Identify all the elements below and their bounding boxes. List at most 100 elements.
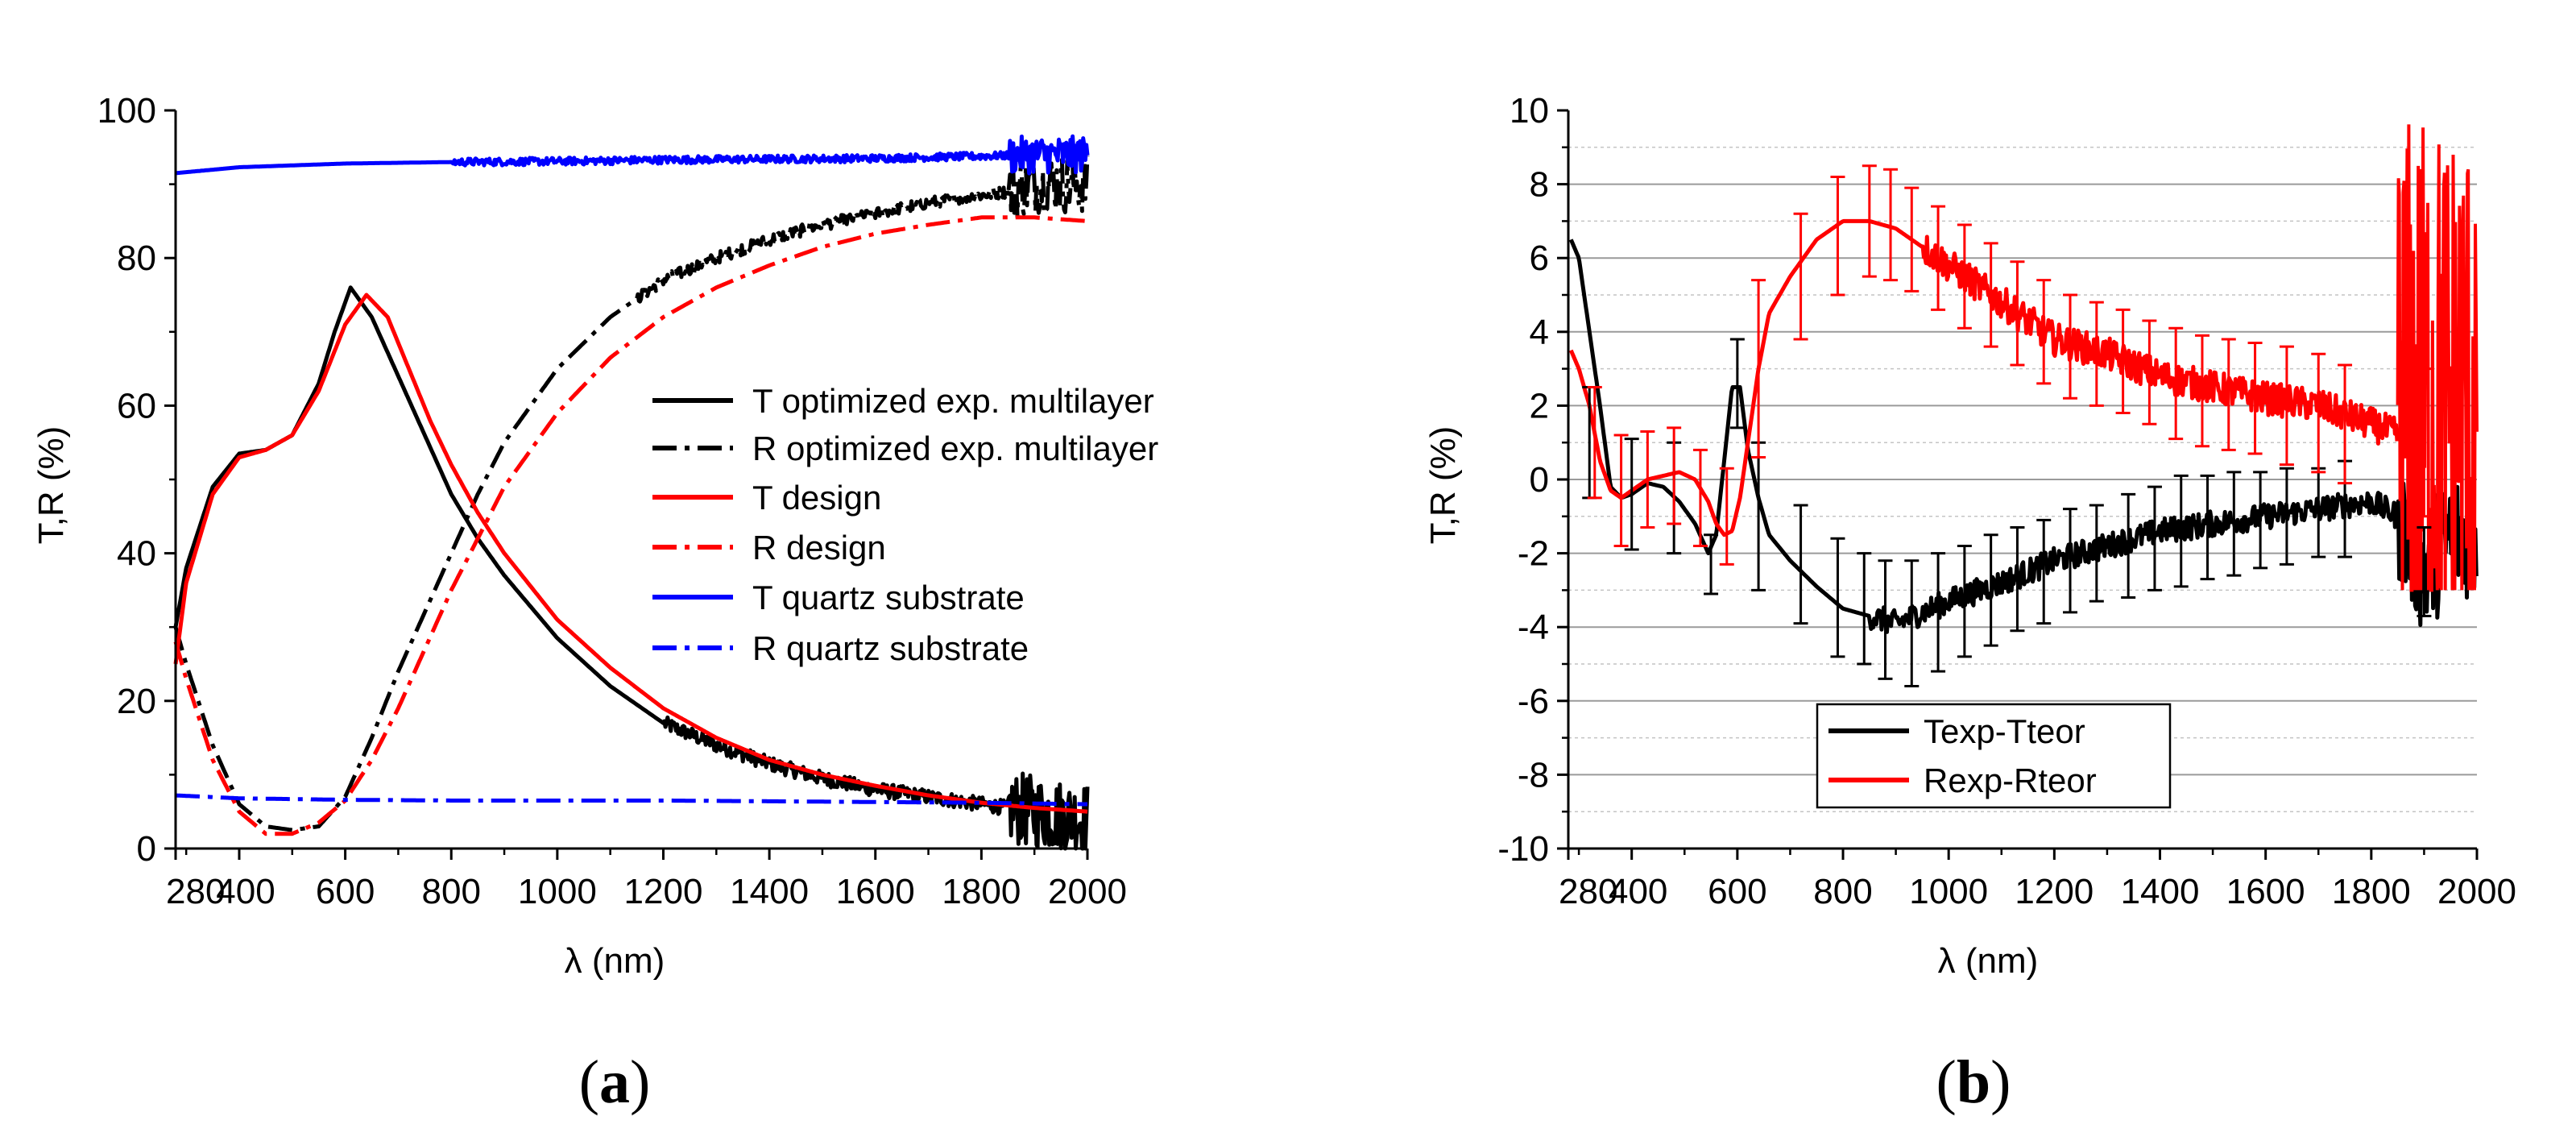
chart-a-axes bbox=[164, 109, 1089, 860]
x-tick-label-b-2: 600 bbox=[1708, 872, 1766, 911]
chart-a-y-tick-labels: 0 20 40 60 80 100 bbox=[97, 91, 156, 869]
series-a-4 bbox=[174, 134, 1090, 176]
error-bar-Texp-Tteor-9 bbox=[1878, 559, 1893, 680]
legend-b-label-0: Texp-Tteor bbox=[1924, 712, 2085, 750]
error-bar-Texp-Tteor-15 bbox=[2036, 518, 2052, 625]
legend-a-label-4: T quartz substrate bbox=[752, 579, 1025, 616]
error-bar-Texp-Tteor-10 bbox=[1904, 559, 1920, 687]
error-bar-Rexp-Rteor-5 bbox=[1719, 467, 1734, 566]
panel-label-b-close: ) bbox=[1990, 1048, 2011, 1116]
series-b-0 bbox=[1568, 239, 2479, 634]
y-tick-label-a-2: 40 bbox=[117, 534, 156, 574]
error-bar-Rexp-Rteor-22 bbox=[2194, 334, 2209, 448]
error-bar-Rexp-Rteor-12 bbox=[1931, 205, 1946, 311]
error-bar-Rexp-Rteor-11 bbox=[1904, 186, 1920, 293]
error-bar-Texp-Tteor-22 bbox=[2226, 471, 2242, 577]
x-tick-label-b-6: 1400 bbox=[2121, 872, 2200, 911]
series-a-0 bbox=[173, 285, 1090, 851]
error-bar-Rexp-Rteor-6 bbox=[1751, 279, 1766, 459]
panel-label-a: (a) bbox=[579, 1048, 651, 1116]
x-tick-label-b-4: 1000 bbox=[1909, 872, 1988, 911]
error-bar-Texp-Tteor-7 bbox=[1830, 537, 1845, 658]
y-tick-label-b-0: -10 bbox=[1497, 829, 1549, 869]
series-b-1 bbox=[1568, 218, 2400, 537]
x-tick-label-b-5: 1200 bbox=[2015, 872, 2094, 911]
error-bar-Rexp-Rteor-13 bbox=[1957, 223, 1972, 330]
error-bar-Texp-Tteor-13 bbox=[1983, 533, 1998, 647]
error-bar-Rexp-Rteor-28 bbox=[2417, 367, 2432, 518]
x-tick-label-a-4: 1000 bbox=[518, 872, 597, 911]
y-tick-label-a-0: 0 bbox=[137, 829, 156, 869]
error-bar-Rexp-Rteor-17 bbox=[2063, 293, 2078, 400]
panel-label-b-letter: b bbox=[1957, 1048, 1990, 1116]
chart-a-x-axis-title: λ (nm) bbox=[565, 941, 665, 981]
x-tick-label-a-1: 400 bbox=[216, 872, 275, 911]
y-tick-label-b-1: -8 bbox=[1518, 755, 1549, 795]
chart-b-y-axis-title: T,R (%) bbox=[1423, 426, 1463, 545]
x-tick-label-b-9: 2000 bbox=[2437, 872, 2516, 911]
x-tick-label-b-0: 280 bbox=[1559, 872, 1617, 911]
legend-a-label-1: R optimized exp. multilayer bbox=[752, 429, 1158, 467]
chart-a-plot-area bbox=[173, 134, 1090, 851]
x-tick-label-a-7: 1600 bbox=[836, 872, 915, 911]
panel-label-b-open: ( bbox=[1936, 1048, 1957, 1116]
error-bar-Texp-Tteor-23 bbox=[2253, 471, 2268, 570]
y-tick-label-b-5: 0 bbox=[1530, 460, 1549, 500]
legend-a-label-5: R quartz substrate bbox=[752, 629, 1029, 667]
legend-b-box bbox=[1816, 703, 2172, 809]
y-tick-label-b-10: 10 bbox=[1510, 91, 1549, 131]
series-a-2 bbox=[173, 293, 1089, 814]
error-bar-Texp-Tteor-3 bbox=[1704, 533, 1719, 595]
error-bar-Texp-Tteor-14 bbox=[2010, 526, 2025, 633]
y-tick-label-a-1: 20 bbox=[117, 682, 156, 721]
y-tick-label-a-4: 80 bbox=[117, 239, 156, 278]
error-bar-Rexp-Rteor-19 bbox=[2115, 308, 2131, 415]
error-bar-Rexp-Rteor-20 bbox=[2142, 319, 2157, 425]
series-a-1 bbox=[173, 155, 1090, 832]
chart-b-gridlines bbox=[1568, 147, 2477, 812]
error-bar-Texp-Tteor-21 bbox=[2200, 474, 2215, 581]
legend-a-label-2: T design bbox=[752, 479, 881, 517]
legend-a-label-0: T optimized exp. multilayer bbox=[752, 382, 1154, 420]
x-tick-label-b-7: 1600 bbox=[2226, 872, 2305, 911]
error-bar-Rexp-Rteor-24 bbox=[2247, 342, 2263, 455]
error-bar-Texp-Tteor-16 bbox=[2063, 508, 2078, 614]
chart-a-y-axis-title: T,R (%) bbox=[31, 426, 71, 545]
chart-a-legend: T optimized exp. multilayer R optimized … bbox=[652, 382, 1158, 667]
error-bar-Texp-Tteor-8 bbox=[1857, 552, 1872, 666]
y-tick-label-b-6: 2 bbox=[1530, 386, 1549, 425]
error-bar-Rexp-Rteor-15 bbox=[2010, 260, 2025, 367]
y-tick-label-b-7: 4 bbox=[1530, 313, 1549, 352]
chart-b-legend: Texp-Tteor Rexp-Rteor bbox=[1816, 703, 2172, 809]
error-bar-Rexp-Rteor-16 bbox=[2036, 279, 2052, 385]
error-bar-Rexp-Rteor-4 bbox=[1692, 448, 1708, 547]
series-b-1-tail bbox=[2396, 124, 2479, 592]
error-bar-Rexp-Rteor-26 bbox=[2311, 352, 2326, 474]
x-tick-label-b-8: 1800 bbox=[2332, 872, 2411, 911]
error-bar-Rexp-Rteor-18 bbox=[2089, 301, 2104, 407]
error-bar-Texp-Tteor-20 bbox=[2173, 474, 2189, 588]
y-tick-label-a-5: 100 bbox=[97, 91, 156, 131]
y-tick-label-a-3: 60 bbox=[117, 386, 156, 425]
error-bar-Texp-Tteor-1 bbox=[1624, 438, 1639, 551]
y-tick-label-b-8: 6 bbox=[1530, 239, 1549, 278]
x-tick-label-b-3: 800 bbox=[1813, 872, 1872, 911]
x-tick-label-a-9: 2000 bbox=[1048, 872, 1127, 911]
chart-b-x-axis-title: λ (nm) bbox=[1938, 941, 2039, 981]
error-bar-Texp-Tteor-18 bbox=[2121, 492, 2136, 600]
panel-label-a-close: ) bbox=[630, 1048, 650, 1116]
series-a-5 bbox=[174, 793, 1089, 807]
error-bar-Rexp-Rteor-7 bbox=[1793, 212, 1808, 341]
x-tick-label-b-1: 400 bbox=[1609, 872, 1667, 911]
error-bar-Rexp-Rteor-14 bbox=[1983, 242, 1998, 348]
x-tick-label-a-6: 1400 bbox=[730, 872, 809, 911]
error-bar-Rexp-Rteor-23 bbox=[2221, 338, 2236, 451]
x-tick-label-a-2: 600 bbox=[316, 872, 375, 911]
panel-label-a-letter: a bbox=[599, 1048, 630, 1116]
x-tick-label-a-0: 280 bbox=[166, 872, 225, 911]
legend-b-label-1: Rexp-Rteor bbox=[1924, 761, 2097, 799]
x-tick-label-a-5: 1200 bbox=[624, 872, 703, 911]
